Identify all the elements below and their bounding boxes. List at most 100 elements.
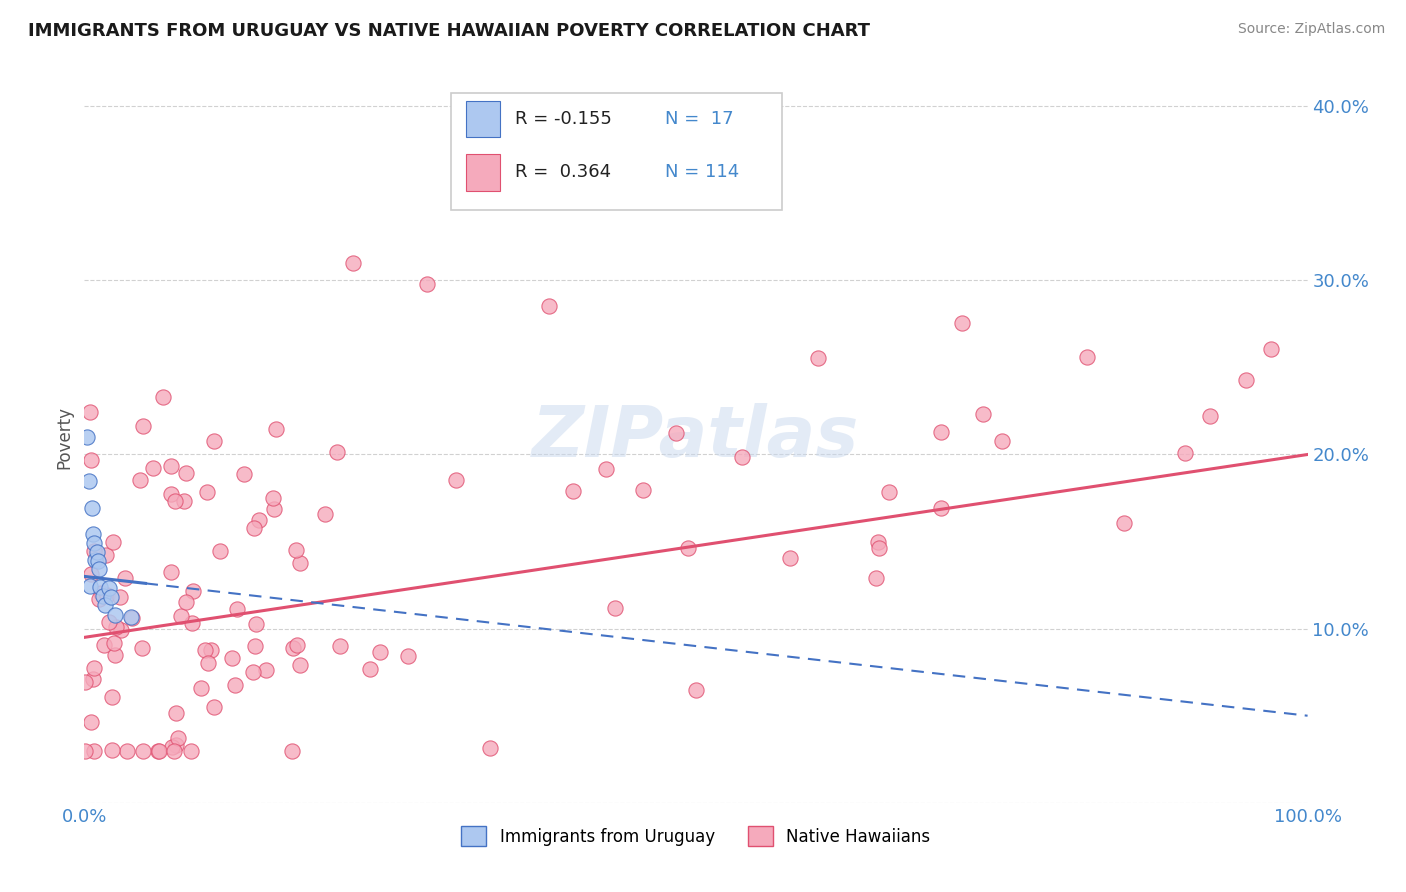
Text: ZIPatlas: ZIPatlas (533, 402, 859, 472)
Point (195, 485, 218, 500)
Text: R =  0.364: R = 0.364 (515, 163, 612, 181)
Point (173, 494, 195, 508)
Point (245, 617, 267, 632)
Point (159, 459, 181, 474)
Point (142, 461, 165, 475)
Point (94, 598, 117, 612)
Point (160, 565, 183, 579)
Point (1114, 516, 1136, 531)
FancyBboxPatch shape (451, 94, 782, 211)
Bar (465, 101, 501, 137)
Point (83, 535, 105, 549)
Point (254, 663, 277, 677)
Point (104, 648, 127, 663)
Point (87, 553, 110, 567)
Point (132, 419, 155, 434)
Point (416, 277, 439, 291)
Point (97, 581, 120, 595)
Point (90, 585, 112, 599)
Point (87, 592, 110, 607)
Point (262, 491, 284, 505)
Bar (465, 154, 501, 191)
Point (129, 473, 152, 487)
Point (1174, 446, 1197, 460)
Point (314, 507, 336, 521)
Text: N = 114: N = 114 (665, 163, 740, 181)
Point (93, 638, 115, 652)
Point (288, 556, 311, 570)
Point (1076, 351, 1098, 365)
Point (79, 579, 101, 593)
Point (479, 741, 502, 756)
Point (359, 662, 381, 676)
Point (180, 616, 202, 631)
Point (79, 404, 101, 418)
Point (146, 743, 169, 757)
Point (685, 682, 707, 697)
Point (284, 543, 307, 558)
Point (665, 426, 688, 441)
Point (80, 500, 103, 515)
Point (83, 544, 105, 558)
Point (208, 544, 231, 558)
Text: IMMIGRANTS FROM URUGUAY VS NATIVE HAWAIIAN POVERTY CORRELATION CHART: IMMIGRANTS FROM URUGUAY VS NATIVE HAWAII… (28, 22, 870, 40)
Point (242, 665, 264, 680)
Point (595, 461, 617, 475)
Point (82, 672, 104, 686)
Point (263, 501, 285, 516)
Point (285, 638, 308, 652)
Point (104, 620, 127, 634)
Point (1236, 373, 1258, 387)
Point (243, 521, 266, 535)
Point (329, 639, 352, 653)
Point (131, 743, 153, 757)
Point (165, 706, 187, 721)
Point (108, 591, 131, 605)
Point (120, 609, 142, 624)
Point (326, 444, 349, 458)
Point (866, 534, 889, 549)
Text: N =  17: N = 17 (665, 110, 734, 128)
Point (779, 550, 801, 565)
Point (166, 739, 188, 753)
Point (224, 678, 246, 692)
Point (929, 501, 952, 516)
Point (94, 548, 117, 562)
Point (77, 474, 100, 488)
Point (82, 526, 104, 541)
Point (202, 700, 225, 714)
Point (96, 588, 118, 602)
Point (538, 300, 561, 314)
Point (190, 681, 212, 695)
Point (101, 743, 124, 757)
Point (991, 434, 1014, 449)
Point (131, 641, 153, 656)
Point (97, 615, 120, 629)
Point (603, 601, 626, 615)
Point (877, 485, 900, 500)
Point (281, 743, 304, 757)
Point (83, 743, 105, 757)
Point (152, 390, 174, 404)
Point (114, 571, 136, 585)
Point (91, 589, 114, 603)
Point (1260, 343, 1282, 357)
Point (110, 624, 132, 638)
Point (221, 651, 243, 665)
Point (87, 562, 110, 576)
Point (396, 648, 419, 663)
Text: Source: ZipAtlas.com: Source: ZipAtlas.com (1237, 22, 1385, 37)
Point (243, 639, 266, 653)
Point (731, 450, 754, 465)
Point (167, 731, 190, 745)
Point (929, 425, 952, 440)
Point (281, 641, 304, 656)
Y-axis label: Poverty: Poverty (55, 406, 73, 468)
Point (80, 567, 103, 582)
Point (633, 483, 655, 497)
Point (950, 316, 973, 330)
Point (264, 422, 287, 436)
Point (676, 541, 699, 555)
Point (368, 645, 391, 659)
Point (73, 674, 96, 689)
